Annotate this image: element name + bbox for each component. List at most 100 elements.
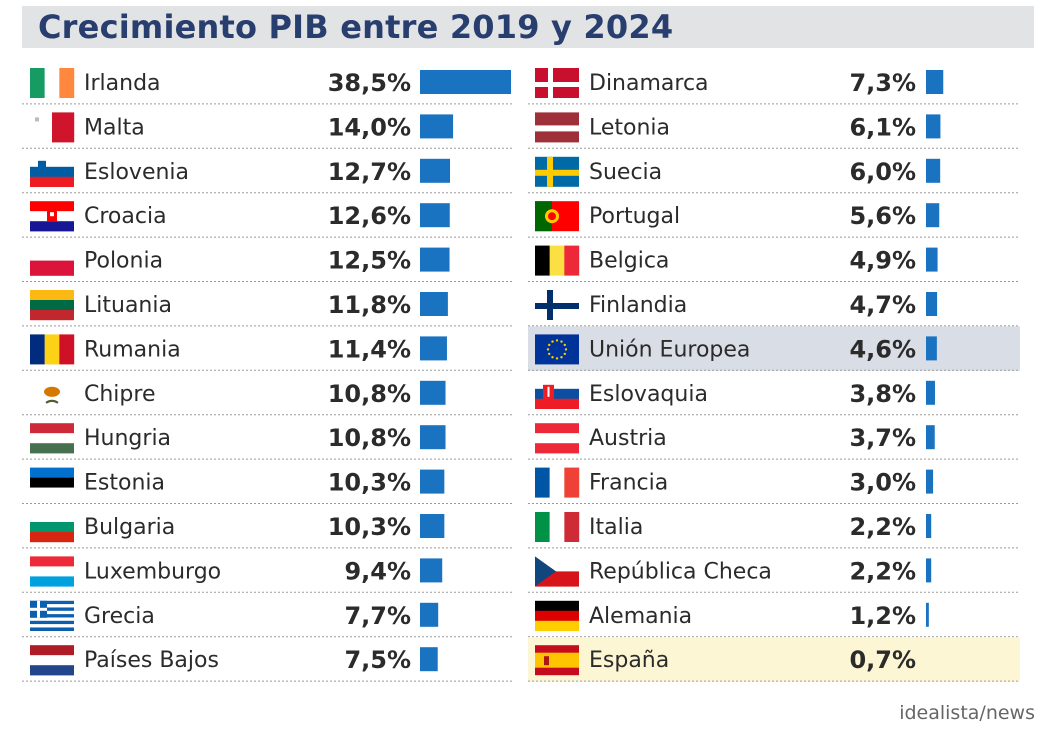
value-label: 7,5% [344,646,411,674]
value-label: 11,8% [328,291,411,319]
country-label: Eslovaquia [589,382,708,407]
country-label: República Checa [589,559,772,584]
table-row: Bulgaria 10,3% [22,512,514,549]
flag-lithuania-icon [30,290,74,321]
country-label: Unión Europea [589,337,750,362]
bar [420,514,445,538]
bar [926,247,938,272]
country-label: Irlanda [84,71,161,96]
country-label: Países Bajos [84,648,219,673]
bar [420,247,450,272]
row-highlight [528,326,1020,371]
table-row: Alemania 1,2% [528,600,1020,638]
value-label: 0,7% [849,646,916,674]
value-label: 5,6% [849,202,916,230]
flag-bulgaria-icon [30,512,74,543]
value-label: 1,2% [849,602,916,630]
table-row: Lituania 11,8% [22,290,514,327]
table-row: Suecia 6,0% [528,156,1020,194]
table-row: Países Bajos 7,5% [22,645,514,682]
bar [420,469,445,494]
flag-portugal-icon [535,201,579,232]
flag-czechia-icon [535,556,579,587]
table-row: Polonia 12,5% [22,245,514,282]
flag-estonia-icon [30,467,74,498]
value-label: 7,7% [344,602,411,630]
country-label: Grecia [84,604,155,629]
country-label: Portugal [589,204,680,229]
bar [420,336,447,361]
value-label: 4,6% [849,335,916,363]
flag-denmark-icon [535,68,579,98]
country-label: Croacia [84,204,167,229]
country-label: Polonia [84,249,163,274]
flag-latvia-icon [535,112,579,143]
value-label: 12,7% [328,158,411,186]
table-row: Letonia 6,1% [528,112,1020,149]
bar [926,158,941,183]
flag-slovakia-icon [535,378,579,409]
chart-title: Crecimiento PIB entre 2019 y 2024 [38,8,674,46]
flag-greece-icon [30,600,74,631]
value-label: 9,4% [344,557,411,585]
table-row: Luxemburgo 9,4% [22,556,514,593]
value-label: 12,6% [328,202,411,230]
flag-hungary-icon [30,423,74,454]
table-row: Croacia 12,6% [22,201,514,238]
bar [420,558,443,583]
bar [420,602,439,627]
flag-france-icon [535,467,580,498]
bar [926,469,934,494]
title-bar: Crecimiento PIB entre 2019 y 2024 [22,6,1034,48]
table-row: Unión Europea 4,6% [528,326,1020,371]
flag-poland-icon [30,245,74,276]
table-row: Francia 3,0% [528,467,1020,504]
source-credit: idealista/news [899,702,1035,724]
value-label: 3,8% [849,380,916,408]
country-label: Chipre [84,382,155,407]
table-row: Belgica 4,9% [528,245,1020,282]
table-row: Dinamarca 7,3% [528,68,1020,105]
country-label: España [589,648,669,673]
row-highlight [528,637,1020,682]
flag-italy-icon [535,512,580,542]
bar [420,203,450,228]
column-1: Irlanda 38,5% Malta 14,0% Eslovenia 12,7% Croa… [22,68,514,682]
bar [926,558,932,583]
country-label: Austria [589,426,667,451]
bar [420,292,448,316]
flag-sweden-icon [535,156,579,187]
table-row: República Checa 2,2% [528,556,1020,593]
table-row: Rumania 11,4% [22,334,514,371]
flag-netherlands-icon [30,645,74,676]
value-label: 11,4% [328,335,411,363]
country-label: Finlandia [589,293,687,318]
value-label: 12,5% [328,247,411,275]
flag-luxembourg-icon [30,556,74,587]
table-row: Malta 14,0% [22,112,514,149]
table-row: Portugal 5,6% [528,201,1020,238]
value-label: 10,8% [328,380,411,408]
value-label: 6,1% [849,113,916,141]
flag-cyprus-icon [30,378,74,409]
table-row: Italia 2,2% [528,512,1020,549]
flag-germany-icon [535,600,579,631]
country-label: Eslovenia [84,160,189,185]
bar [926,425,935,450]
value-label: 2,2% [849,557,916,585]
bar [926,203,940,228]
country-label: Estonia [84,471,165,496]
flag-finland-icon [535,290,579,320]
country-label: Malta [84,115,145,140]
bar [926,514,932,538]
country-label: Dinamarca [589,71,709,96]
bar [926,292,938,316]
table-row: Eslovenia 12,7% [22,156,514,194]
table-row: Austria 3,7% [528,423,1020,460]
country-label: Belgica [589,249,669,274]
bar [420,114,454,139]
flag-croatia-icon [30,201,74,232]
column-2: Dinamarca 7,3% Letonia 6,1% Suecia 6,0% Portug… [528,68,1020,682]
flag-spain-icon [535,645,579,676]
table-row: Estonia 10,3% [22,467,514,504]
